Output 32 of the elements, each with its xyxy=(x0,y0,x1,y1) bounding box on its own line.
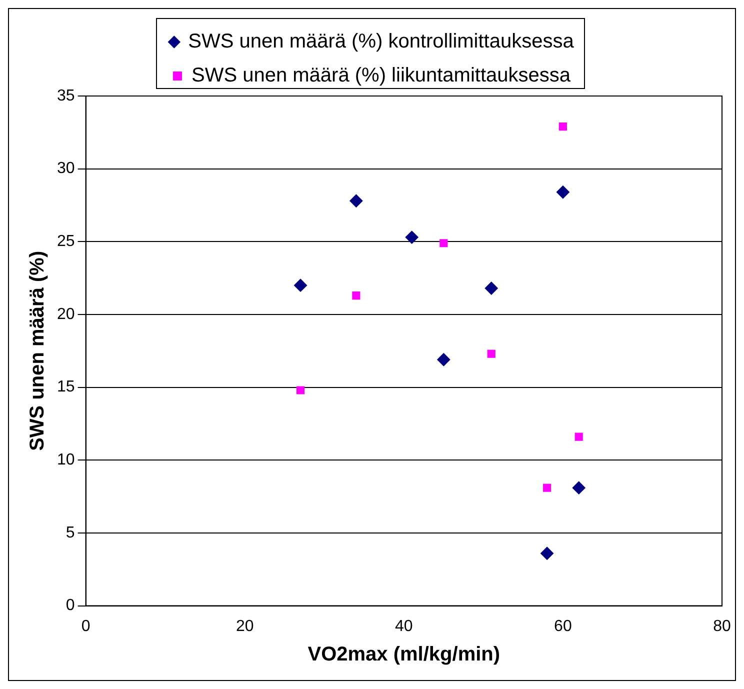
point xyxy=(487,350,496,358)
point xyxy=(484,282,498,295)
y-tick-label: 15 xyxy=(57,378,75,396)
y-tick-label: 25 xyxy=(57,233,75,250)
point xyxy=(558,122,567,131)
y-tick-label: 0 xyxy=(66,597,75,614)
point xyxy=(352,292,360,300)
point xyxy=(440,239,448,248)
point xyxy=(437,353,450,366)
point xyxy=(350,194,363,208)
y-tick-label: 20 xyxy=(57,306,75,323)
point xyxy=(572,481,586,494)
x-axis-title: VO2max (ml/kg/min) xyxy=(308,644,500,666)
y-tick-label: 35 xyxy=(57,87,75,104)
x-tick-label: 0 xyxy=(81,618,90,635)
point xyxy=(540,546,554,560)
point xyxy=(556,186,570,199)
legend-label: SWS unen määrä (%) kontrollimittauksessa xyxy=(188,30,575,53)
point xyxy=(574,432,583,441)
x-tick-label: 80 xyxy=(713,618,731,635)
legend-label: SWS unen määrä (%) liikuntamittauksessa xyxy=(191,64,572,87)
y-tick-label: 30 xyxy=(57,160,75,178)
x-tick-label: 20 xyxy=(236,618,254,635)
x-tick-label: 40 xyxy=(395,618,413,635)
y-axis-title: SWS unen määrä (%) xyxy=(26,250,49,451)
x-tick-label: 60 xyxy=(554,618,572,635)
y-tick-label: 10 xyxy=(57,452,75,469)
y-tick-label: 5 xyxy=(66,524,75,542)
point xyxy=(296,386,305,394)
point xyxy=(543,484,552,492)
point xyxy=(405,230,418,244)
point xyxy=(294,278,308,292)
